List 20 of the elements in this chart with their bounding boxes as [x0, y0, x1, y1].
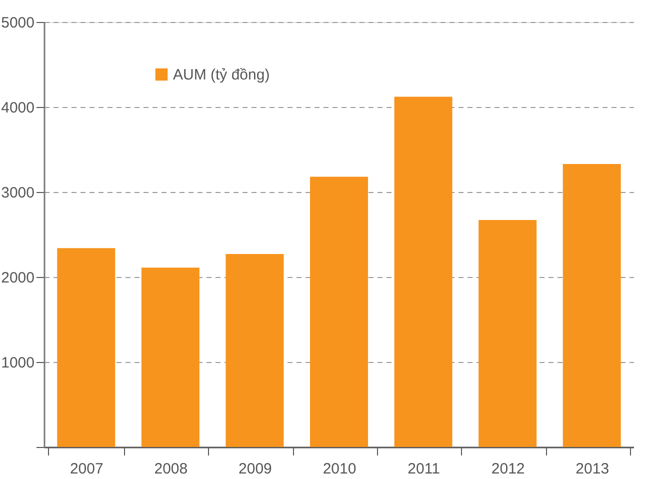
bar — [141, 268, 200, 447]
x-tick-label: 2007 — [70, 460, 104, 478]
x-tick-label: 2010 — [322, 460, 356, 478]
bar — [310, 176, 368, 447]
x-tick-label: 2013 — [576, 460, 610, 478]
bar — [57, 248, 116, 447]
y-tick-label: 3000 — [1, 184, 34, 202]
bar — [478, 220, 537, 447]
x-tick-label: 2011 — [408, 460, 440, 478]
y-tick-label: 4000 — [1, 100, 34, 116]
bar — [562, 164, 621, 447]
x-tick-label: 2012 — [491, 460, 525, 478]
bar — [226, 254, 284, 447]
y-tick-label: 1000 — [1, 354, 34, 372]
x-tick-label: 2009 — [238, 460, 272, 478]
x-tick-label: 2008 — [154, 460, 188, 478]
legend-label: AUM (tỷ đồng) — [173, 66, 270, 84]
bar — [394, 96, 452, 447]
y-tick-label: 5000 — [1, 14, 34, 32]
y-tick-label: 2000 — [1, 270, 34, 286]
